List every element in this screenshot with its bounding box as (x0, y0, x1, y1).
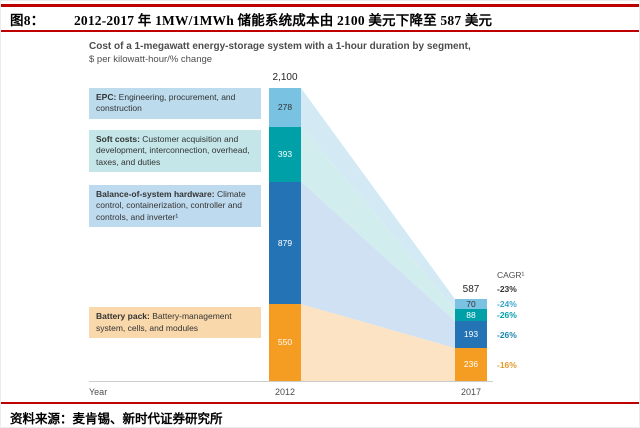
chart-plot: 278 70 EPC: Engineering, procurement, and … (89, 67, 589, 397)
segment-epc-2012: 278 (269, 88, 301, 127)
legend-balance-of-system: Balance-of-system hardware: Climate cont… (89, 184, 261, 228)
segment-soft-costs-2012: 393 (269, 126, 301, 182)
total-2017: 587 (462, 284, 480, 296)
footer-rule (1, 402, 639, 404)
x-tick-2017: 2017 (460, 387, 482, 397)
band-balance-of-system (301, 181, 455, 349)
legend-term: Battery pack: (96, 311, 150, 322)
chart-title: Cost of a 1-megawatt energy-storage syst… (89, 41, 471, 52)
segment-soft-costs-2017: 88 (455, 308, 487, 322)
cagr-balance-of-system: -26% (497, 329, 517, 340)
legend-desc: Customer acquisition and development, in… (96, 133, 250, 167)
figure-title: 2012-2017 年 1MW/1MWh 储能系统成本由 2100 美元下降至 … (73, 13, 493, 28)
legend-desc: Engineering, procurement, and constructi… (96, 92, 236, 114)
cagr-soft-costs: -26% (497, 310, 517, 320)
segment-battery-pack-2012: 550 (269, 304, 301, 381)
source-line: 资料来源：麦肯锡、新时代证券研究所 (10, 412, 223, 426)
band-battery-pack (301, 304, 455, 381)
legend-epc: EPC: Engineering, procurement, and const… (89, 88, 261, 119)
legend-term: EPC: (96, 92, 117, 102)
segment-balance-of-system-2017: 193 (455, 321, 487, 349)
band-epc (301, 88, 455, 309)
segment-battery-pack-2017: 236 (455, 348, 487, 381)
figure-header: 图8： 2012-2017 年 1MW/1MWh 储能系统成本由 2100 美元… (10, 9, 633, 29)
segment-balance-of-system-2012: 879 (269, 181, 301, 305)
segment-epc-2017: 70 (455, 299, 487, 309)
x-tick-2012: 2012 (274, 387, 296, 397)
cagr-total: -23% (497, 284, 517, 295)
connector-bands (301, 88, 455, 381)
legend-term: Soft costs: (96, 133, 140, 144)
legend-term: Balance-of-system hardware: (96, 188, 215, 199)
header-bottom-rule (1, 30, 639, 32)
band-soft-costs (301, 126, 455, 322)
header-top-rule (1, 4, 639, 7)
x-axis-title: Year (89, 387, 108, 397)
x-axis-line (89, 381, 493, 382)
cagr-battery-pack: -16% (497, 359, 517, 370)
figure-number: 图8： (10, 13, 45, 28)
total-2012: 2,100 (272, 72, 298, 83)
cagr-header: CAGR¹ (497, 270, 525, 281)
legend-battery-pack: Battery pack: Battery-management system,… (89, 307, 261, 339)
chart-subtitle: $ per kilowatt-hour/% change (89, 54, 213, 65)
legend-desc: Battery-management system, cells, and mo… (96, 311, 232, 333)
legend-desc: Climate control, containerization, contr… (96, 188, 246, 222)
legend-soft-costs: Soft costs: Customer acquisition and dev… (89, 129, 261, 173)
cagr-epc: -24% (497, 298, 517, 309)
